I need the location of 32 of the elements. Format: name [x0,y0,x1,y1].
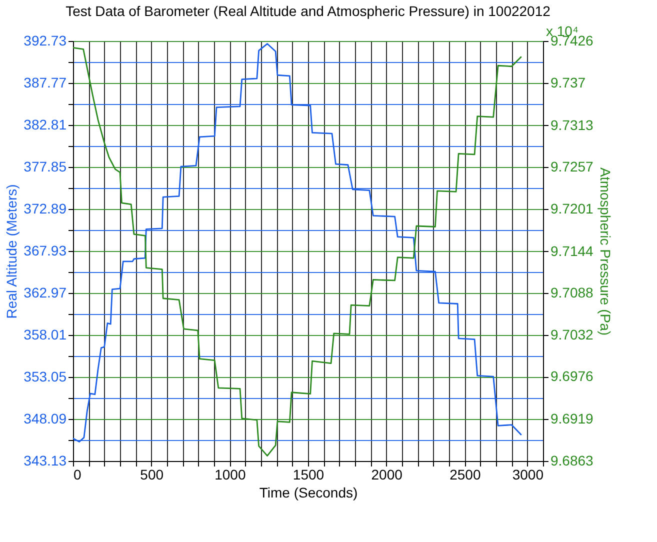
x-tick-label: 500 [140,466,164,482]
y2-axis-title: Atmospheric Pressure (Pa) [597,167,614,336]
y-tick-label: 382.81 [24,116,67,132]
chart-title: Test Data of Barometer (Real Altitude and Atmospheric Pressure) in 10022012 [66,3,551,19]
y2-tick-label: 9.7257 [550,158,594,175]
x-tick-label: 1000 [214,466,246,482]
y-tick-label: 353.05 [24,368,67,384]
x-axis-title: Time (Seconds) [259,484,358,500]
x-tick-label: 0 [74,466,82,482]
y2-tick-label: 9.7144 [550,242,594,259]
y2-tick-label: 9.7088 [550,284,594,301]
y2-tick-label: 9.6919 [550,410,594,427]
x-tick-label: 1500 [292,466,324,482]
y-tick-label: 372.89 [24,200,67,216]
y-tick-label: 392.73 [24,32,67,48]
y2-tick-label: 9.737 [550,74,586,90]
y2-tick-label: 9.6863 [550,452,594,468]
y-axis-title: Real Altitude (Meters) [4,184,20,319]
y-tick-label: 358.01 [24,326,67,342]
y-tick-label: 362.97 [24,284,67,300]
x-tick-label: 2000 [371,466,403,482]
x-tick-label: 2500 [450,466,481,482]
y-tick-label: 348.09 [24,410,67,426]
y2-tick-label: 9.7201 [550,200,594,216]
y-tick-label: 367.93 [24,242,67,258]
y-tick-label: 377.85 [24,158,67,174]
y-tick-label: 343.13 [24,452,67,468]
y2-tick-label: 9.7313 [550,116,594,133]
y-tick-label: 387.77 [24,74,67,90]
y2-tick-label: 9.6976 [550,368,594,384]
x-tick-label: 3000 [512,466,544,482]
y2-tick-label: 9.7032 [550,326,594,342]
